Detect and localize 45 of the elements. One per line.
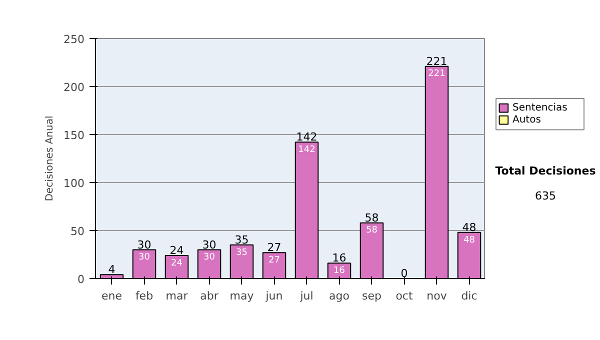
data-label: 27 <box>268 255 280 266</box>
total-label: 30 <box>202 238 216 252</box>
text: Total Decisiones <box>495 164 596 178</box>
total-label: 24 <box>170 244 184 258</box>
data-label: 16 <box>334 266 346 276</box>
x-tick-label: sep <box>362 290 382 302</box>
data-label: 35 <box>236 248 248 258</box>
total-label: 58 <box>364 211 379 224</box>
total-label: 4 <box>108 263 116 276</box>
y-tick-label: 100 <box>64 177 85 190</box>
total-label: 142 <box>296 130 318 144</box>
data-label: 221 <box>428 69 446 80</box>
total-label: 48 <box>462 220 476 234</box>
y-tick-label: 150 <box>64 129 85 142</box>
total-label: 16 <box>332 252 346 265</box>
x-tick-label: mar <box>166 290 188 302</box>
data-label: 142 <box>298 145 316 156</box>
data-label: 48 <box>464 235 476 246</box>
y-tick-label: 250 <box>64 33 85 46</box>
y-axis-title: Decisiones Anual <box>44 116 56 202</box>
total-label: 221 <box>426 54 448 68</box>
text: 635 <box>535 189 556 202</box>
total-label: 35 <box>234 233 249 246</box>
x-tick-label: feb <box>135 290 154 302</box>
total-label: 30 <box>137 238 152 252</box>
x-tick-label: ago <box>329 290 350 302</box>
x-tick-label: nov <box>426 290 448 302</box>
data-label: 30 <box>204 252 216 263</box>
x-tick-label: jun <box>264 290 283 302</box>
y-tick-label: 50 <box>70 225 85 238</box>
x-tick-label: may <box>230 290 254 302</box>
data-label: 24 <box>171 258 183 268</box>
legend-label: Sentencias <box>512 102 568 114</box>
y-tick-label: 200 <box>64 81 85 94</box>
y-tick-label: 0 <box>78 273 84 286</box>
data-label: 58 <box>366 226 378 236</box>
data-label: 30 <box>138 252 150 263</box>
x-tick-label: dic <box>461 290 478 302</box>
x-tick-label: abr <box>200 290 219 302</box>
x-tick-label: ene <box>101 290 122 302</box>
x-tick-label: jul <box>299 290 314 302</box>
total-label: 0 <box>400 267 408 280</box>
total-label: 27 <box>267 241 282 254</box>
x-tick-label: oct <box>396 290 414 302</box>
legend-label: Autos <box>512 114 541 126</box>
